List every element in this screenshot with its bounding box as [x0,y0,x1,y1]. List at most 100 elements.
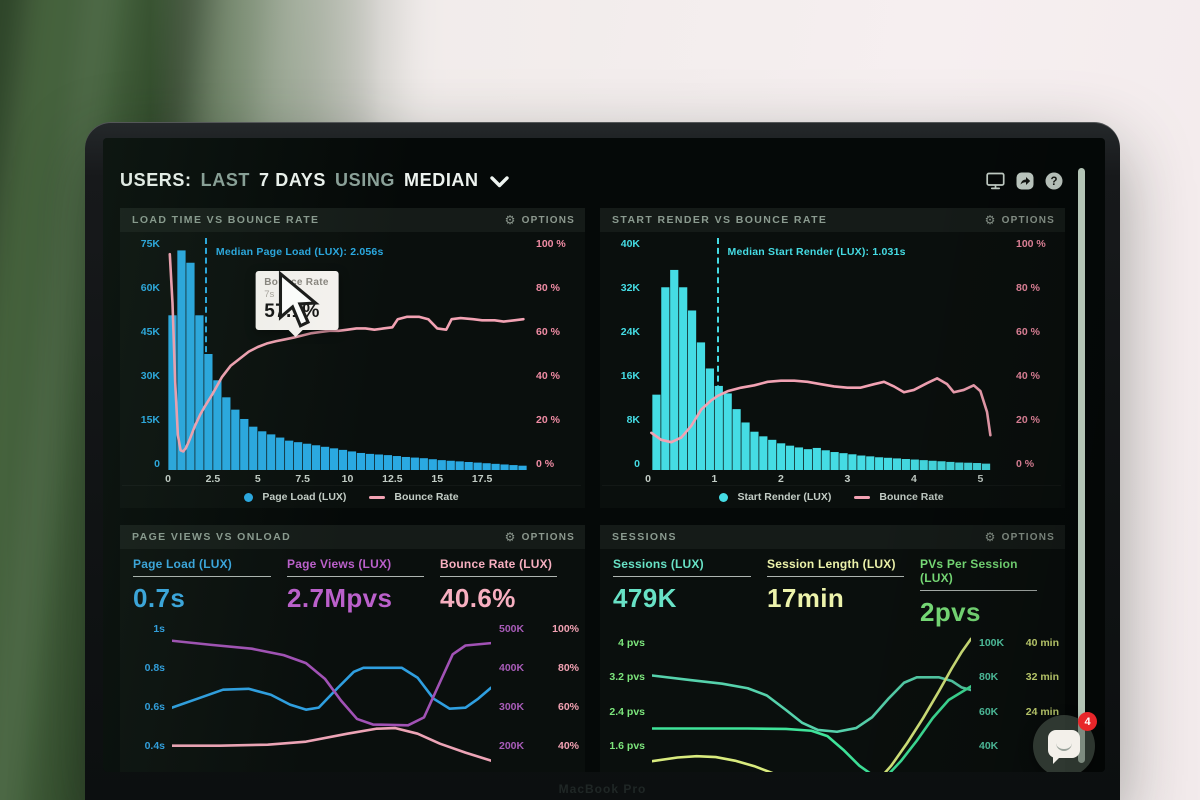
metrics-row: Page Load (LUX) 0.7s Page Views (LUX) 2.… [120,551,585,616]
panel-header: PAGE VIEWS VS ONLOAD ⚙ OPTIONS [120,525,585,549]
y-tick: 0.8s [144,662,165,674]
chat-smile-icon [1056,743,1072,751]
x-tick: 12.5 [382,473,403,485]
header-segment: 7 DAYS [259,170,327,190]
metric-bounce-rate[interactable]: Bounce Rate (LUX) 40.6% [440,557,573,614]
metric-page-load[interactable]: Page Load (LUX) 0.7s [133,557,287,614]
x-axis: 0 2.5 5 7.5 10 12.5 15 17.5 [165,470,527,485]
bezel-brand-label: MacBook Pro [558,782,647,796]
histogram-plot[interactable]: Median Start Render (LUX): 1.031s [648,238,1007,470]
bar-line-chart[interactable] [168,238,527,470]
legend-line-icon[interactable] [854,495,871,499]
options-label: OPTIONS [1001,531,1055,543]
metric-underline [133,576,271,577]
header-segment: MEDIAN [404,170,479,190]
options-button[interactable]: ⚙ OPTIONS [985,214,1055,226]
legend-label[interactable]: Start Render (LUX) [737,491,832,503]
y-tick: 0 % [1016,458,1035,470]
y-axis-left: 75K 60K 45K 30K 15K 0 [122,238,168,470]
panel-sessions: SESSIONS ⚙ OPTIONS Sessions (LUX) 479K [600,525,1065,772]
line-plot[interactable] [652,632,971,772]
x-tick: 15 [431,473,444,485]
y-tick: 4 pvs [618,637,645,649]
tooltip: Bounce Rate 7s 57.1% [255,270,339,330]
legend-dot-icon[interactable] [719,492,729,502]
y-tick: 20 % [536,414,560,426]
y-tick: 80 % [1016,282,1040,294]
tooltip-subtitle: 7s [264,288,275,300]
gear-icon: ⚙ [504,530,517,544]
x-tick: 5 [977,473,984,485]
y-tick: 40 % [536,370,560,382]
x-tick: 7.5 [295,473,310,485]
chevron-down-icon [489,176,509,188]
cursor-icon [278,270,320,328]
chat-widget-button[interactable]: 4 [1033,712,1097,772]
metric-page-views[interactable]: Page Views (LUX) 2.7Mpvs [287,557,440,614]
options-button[interactable]: ⚙ OPTIONS [985,531,1055,543]
histogram-plot[interactable]: Median Page Load (LUX): 2.056s Bounce Ra… [168,238,527,470]
metric-value: 479K [613,583,677,613]
line-chart[interactable] [172,618,491,772]
options-label: OPTIONS [1001,214,1055,226]
legend: Start Render (LUX) Bounce Rate [602,485,1061,508]
system-icons: ? [986,172,1063,190]
metric-label: PVs Per Session (LUX) [920,557,1018,585]
options-button[interactable]: ⚙ OPTIONS [505,531,575,543]
metric-label: Page Views (LUX) [287,557,392,571]
y-axis-right: 100K 40 min 80K 32 min 60K 24 min 40K [971,632,1063,772]
metric-label: Bounce Rate (LUX) [440,557,553,571]
median-annotation: Median Page Load (LUX): 2.056s [215,246,384,258]
options-label: OPTIONS [521,214,575,226]
metric-underline [440,576,557,577]
bar-line-chart[interactable] [648,238,1007,470]
y-tick: 15K [140,414,160,426]
legend-line-icon[interactable] [369,495,386,499]
y-axis-right: 500K 100% 400K 80% 300K 60% 200K 40% [491,618,583,772]
display-icon[interactable] [986,172,1005,190]
gear-icon: ⚙ [504,213,517,227]
y-tick: 0 [154,458,160,470]
panel-title: LOAD TIME VS BOUNCE RATE [132,214,320,226]
x-tick: 3 [844,473,851,485]
header-segment: USING [335,170,396,190]
metric-session-length[interactable]: Session Length (LUX) 17min [767,557,920,628]
x-tick: 10 [341,473,354,485]
x-tick: 2 [778,473,784,485]
y-axis-right: 100 % 80 % 60 % 40 % 20 % 0 % [1007,238,1061,470]
users-period-dropdown[interactable]: USERS: LAST 7 DAYS USING MEDIAN [120,170,509,191]
y-tick: 40K [620,238,640,250]
metric-value: 17min [767,583,845,613]
dashboard-grid: LOAD TIME VS BOUNCE RATE ⚙ OPTIONS 75K 60… [120,208,1065,772]
legend-label[interactable]: Bounce Rate [394,491,459,503]
y-tick: 2.4 pvs [609,705,645,718]
y-tick-pair: 100K 40 min [979,637,1059,649]
scrollbar-thumb[interactable] [1078,168,1085,763]
share-icon[interactable] [1015,172,1034,190]
options-label: OPTIONS [521,531,575,543]
x-tick: 0 [645,473,651,485]
help-icon[interactable]: ? [1044,172,1063,190]
options-button[interactable]: ⚙ OPTIONS [505,214,575,226]
chart-area: 40K 32K 24K 16K 8K 0 Median Start Render (LUX… [600,234,1065,508]
panel-title: PAGE VIEWS VS ONLOAD [132,531,292,543]
legend-label[interactable]: Page Load (LUX) [262,491,347,503]
metric-value: 2.7Mpvs [287,583,393,613]
metric-sessions[interactable]: Sessions (LUX) 479K [613,557,767,628]
metric-label: Session Length (LUX) [767,557,896,571]
y-tick: 32K [620,282,640,294]
line-chart[interactable] [652,632,971,772]
line-plot[interactable] [172,618,491,772]
legend-label[interactable]: Bounce Rate [879,491,944,503]
y-tick-pair: 400K 80% [499,662,579,674]
header-segment: LAST [200,170,251,190]
legend-dot-icon[interactable] [244,492,254,502]
y-tick: 100 % [536,238,566,250]
y-tick-pair: 500K 100% [499,623,579,635]
metric-pvs-per-session[interactable]: PVs Per Session (LUX) 2pvs [920,557,1053,628]
chart-area: 1s 0.8s 0.6s 0.4s 500K 100% 400K 80% 300K 60% 200… [120,616,585,772]
y-tick: 80 % [536,282,560,294]
metric-underline [613,576,751,577]
chart-area: 75K 60K 45K 30K 15K 0 Median Page Load (LUX):… [120,234,585,508]
median-marker: Median Start Render (LUX): 1.031s [716,238,905,470]
